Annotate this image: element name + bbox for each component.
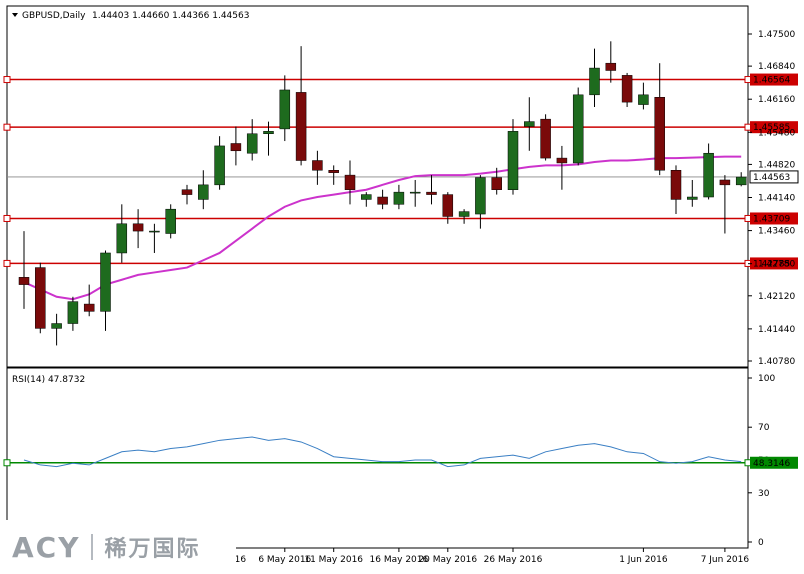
rsi-tick-label: 100 <box>758 374 775 384</box>
bullish-candle <box>409 191 421 194</box>
bullish-candle <box>735 176 747 186</box>
current-price-label: 1.44563 <box>753 173 790 183</box>
logo-divider <box>90 534 93 560</box>
bearish-candle <box>621 75 633 103</box>
hline-price-box <box>750 121 798 134</box>
bullish-candle <box>149 230 160 233</box>
rsi-tick-label: 30 <box>758 489 770 499</box>
rsi-level-label: 48.3146 <box>753 459 790 469</box>
price-tick-label: 1.44140 <box>758 194 795 204</box>
line-handle-left <box>3 214 11 222</box>
bearish-candle <box>654 97 665 171</box>
price-panel: 1.46564 1.45585 1.43709 1.42785 1.44563 1.47… <box>3 5 799 368</box>
bearish-candle <box>491 177 502 190</box>
bearish-candle <box>442 194 454 217</box>
line-handle-left <box>3 259 11 267</box>
x-tick-label: 20 May 2016 <box>418 555 477 565</box>
chart-symbol-label: GBPUSD,Daily <box>22 11 86 21</box>
x-tick-label: 1 Jun 2016 <box>619 555 668 565</box>
bullish-candle <box>263 131 274 135</box>
bullish-candle <box>100 252 111 312</box>
price-tick-label: 1.44820 <box>758 160 795 170</box>
bullish-candle <box>638 94 649 105</box>
bearish-candle <box>230 143 242 152</box>
logo-chinese-text: 稀万国际 <box>104 537 201 562</box>
rsi-panel: RSI(14) 47.8732 100705030048.3146 <box>3 367 798 549</box>
bearish-candle <box>540 118 551 159</box>
rsi-level-box <box>750 456 798 469</box>
logo-text: ACY <box>12 530 81 564</box>
price-tick-label: 1.46840 <box>758 62 795 72</box>
rsi-tick-label: 70 <box>758 423 770 433</box>
price-tick-label: 1.40780 <box>758 357 795 367</box>
hline-price-label: 1.42785 <box>753 259 790 269</box>
x-tick-label: 6 May 2016 <box>258 555 311 565</box>
bearish-candle <box>426 191 437 195</box>
bearish-candle <box>132 223 144 232</box>
price-tick-label: 1.47500 <box>758 30 795 40</box>
bullish-candle <box>475 177 486 215</box>
bearish-candle <box>377 196 388 205</box>
bullish-candle <box>361 194 372 200</box>
hline-price-box <box>750 257 798 270</box>
bearish-candle <box>312 160 323 171</box>
bearish-candle <box>670 170 682 200</box>
x-tick-label: 11 May 2016 <box>304 555 363 565</box>
bullish-candle <box>687 196 698 200</box>
line-handle-left <box>3 123 11 131</box>
acy-logo: ACY 稀万国际 <box>0 520 236 574</box>
bearish-candle <box>344 174 356 190</box>
price-tick-label: 1.43460 <box>758 227 795 237</box>
moving-average-line <box>23 155 742 301</box>
rsi-label: RSI(14) 47.8732 <box>12 375 85 385</box>
price-tick-label: 1.41440 <box>758 325 795 335</box>
bullish-candle <box>507 131 519 190</box>
bearish-candle <box>605 62 617 71</box>
price-tick-label: 1.42120 <box>758 292 795 302</box>
price-tick-label: 1.42780 <box>758 260 795 270</box>
bearish-candle <box>35 267 46 329</box>
symbol-arrow-icon <box>12 13 18 17</box>
price-tick-label: 1.45480 <box>758 128 795 138</box>
rsi-level-handle-left <box>3 459 11 467</box>
price-tick-label: 1.46160 <box>758 95 795 105</box>
bullish-candle <box>458 211 470 217</box>
bullish-candle <box>51 323 62 329</box>
bullish-candle <box>279 89 291 130</box>
bullish-candle <box>165 208 176 234</box>
hline-price-label: 1.45585 <box>753 123 790 133</box>
bullish-candle <box>524 121 535 127</box>
x-tick-label: 7 Jun 2016 <box>701 555 750 565</box>
bearish-candle <box>328 170 339 173</box>
bullish-candle <box>116 223 128 254</box>
bullish-candle <box>393 191 405 205</box>
bullish-candle <box>67 301 79 324</box>
bullish-candle <box>246 133 258 154</box>
hline-price-box <box>750 212 798 225</box>
x-tick-label: 26 May 2016 <box>484 555 543 565</box>
bearish-candle <box>18 277 30 285</box>
bullish-candle <box>572 94 584 164</box>
hline-price-label: 1.43709 <box>753 214 790 224</box>
bullish-candle <box>198 184 209 200</box>
bearish-candle <box>719 179 731 186</box>
bullish-candle <box>214 145 225 186</box>
rsi-line <box>23 436 742 468</box>
rsi-tick-label: 0 <box>758 538 764 548</box>
current-price-box <box>749 170 799 184</box>
bearish-candle <box>83 303 95 312</box>
bearish-candle <box>556 157 568 164</box>
hline-price-label: 1.46564 <box>753 76 790 86</box>
line-handle-left <box>3 76 11 84</box>
bearish-candle <box>295 92 307 161</box>
chart-ohlc-label: 1.44403 1.44660 1.44366 1.44563 <box>92 11 249 21</box>
hline-price-box <box>750 73 798 86</box>
x-tick-label: 16 May 2016 <box>370 555 429 565</box>
bullish-candle <box>589 67 600 96</box>
bearish-candle <box>181 189 193 195</box>
bullish-candle <box>703 152 714 198</box>
rsi-panel-frame <box>6 367 749 549</box>
